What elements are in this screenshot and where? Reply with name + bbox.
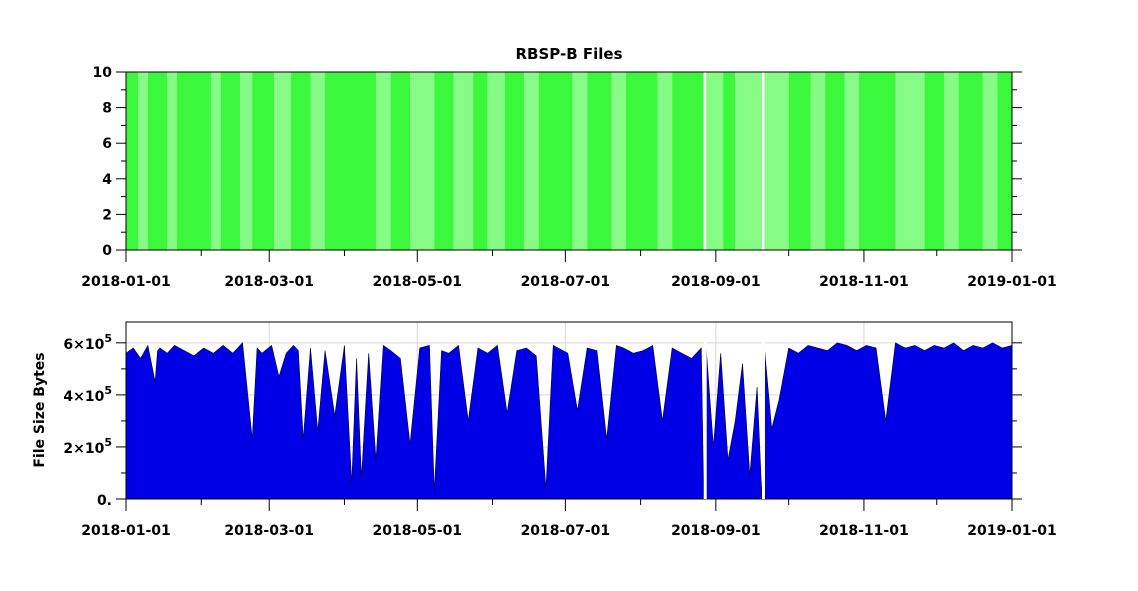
coverage-segment xyxy=(982,72,998,250)
x-tick-label: 2018-01-01 xyxy=(81,274,171,290)
y-tick-label: 8 xyxy=(102,101,112,117)
coverage-segment xyxy=(147,72,168,250)
coverage-segment xyxy=(703,72,707,250)
coverage-segment xyxy=(138,72,148,250)
top-y-axis: 0 2 4 6 8 10 xyxy=(93,65,1022,259)
x-tick-label: 2018-01-01 xyxy=(81,523,171,539)
bottom-plot-frame xyxy=(125,321,1013,500)
coverage-segment xyxy=(944,72,959,250)
x-tick-label: 2019-01-01 xyxy=(967,274,1057,290)
coverage-segment xyxy=(706,72,724,250)
y-tick-label: 2 xyxy=(102,207,112,223)
x-tick-label: 2018-11-01 xyxy=(819,523,909,539)
coverage-segment xyxy=(958,72,983,250)
y-tick-label: 6 xyxy=(102,136,112,152)
coverage-segment xyxy=(240,72,253,250)
y-tick-label: 6×105 xyxy=(63,332,112,353)
coverage-segment xyxy=(672,72,704,250)
coverage-segment xyxy=(167,72,177,250)
x-tick-label: 2018-07-01 xyxy=(521,523,611,539)
coverage-segment xyxy=(220,72,241,250)
data-gap xyxy=(761,323,765,499)
coverage-segment xyxy=(274,72,292,250)
x-tick-label: 2018-07-01 xyxy=(521,274,611,290)
file-coverage-bars xyxy=(126,72,1012,250)
coverage-segment xyxy=(524,72,539,250)
files-panel: RBSP-B Files 0 2 4 6 8 10 2018-01-01 2018-03-0… xyxy=(81,45,1057,290)
file-size-area xyxy=(125,342,1013,500)
coverage-segment xyxy=(210,72,221,250)
coverage-segment xyxy=(538,72,573,250)
coverage-segment xyxy=(504,72,525,250)
coverage-segment xyxy=(176,72,211,250)
x-tick-label: 2018-11-01 xyxy=(819,274,909,290)
coverage-segment xyxy=(788,72,811,250)
y-tick-label: 4×105 xyxy=(63,384,112,405)
y-axis-label: File Size Bytes xyxy=(32,352,48,467)
coverage-segment xyxy=(626,72,658,250)
coverage-segment xyxy=(410,72,435,250)
coverage-segment xyxy=(611,72,627,250)
coverage-segment xyxy=(844,72,860,250)
x-tick-label: 2018-09-01 xyxy=(671,523,761,539)
x-tick-label: 2018-05-01 xyxy=(373,523,463,539)
coverage-segment xyxy=(764,72,789,250)
x-tick-label: 2018-03-01 xyxy=(224,274,314,290)
coverage-segment xyxy=(390,72,411,250)
coverage-segment xyxy=(487,72,505,250)
y-tick-label: 4 xyxy=(102,172,112,188)
coverage-segment xyxy=(572,72,588,250)
data-gap xyxy=(703,323,707,499)
coverage-segment xyxy=(657,72,673,250)
coverage-segment xyxy=(825,72,845,250)
chart-title: RBSP-B Files xyxy=(515,45,622,63)
coverage-segment xyxy=(735,72,762,250)
y-tick-label: 0. xyxy=(97,493,112,509)
coverage-segment xyxy=(291,72,311,250)
y-tick-label: 10 xyxy=(93,65,113,81)
bottom-x-axis: 2018-01-01 2018-03-01 2018-05-01 2018-07-01… xyxy=(81,499,1057,539)
coverage-segment xyxy=(376,72,391,250)
x-tick-label: 2019-01-01 xyxy=(967,523,1057,539)
coverage-segment xyxy=(723,72,736,250)
coverage-segment xyxy=(473,72,488,250)
y-tick-label: 0 xyxy=(102,243,112,259)
coverage-segment xyxy=(761,72,765,250)
coverage-segment xyxy=(587,72,612,250)
y-tick-label: 2×105 xyxy=(63,436,112,457)
x-tick-label: 2018-05-01 xyxy=(373,274,463,290)
coverage-segment xyxy=(997,72,1012,250)
x-tick-label: 2018-03-01 xyxy=(224,523,314,539)
coverage-segment xyxy=(810,72,826,250)
coverage-segment xyxy=(310,72,326,250)
bottom-y-axis: 0. 2×105 4×105 6×105 xyxy=(63,332,1022,509)
coverage-segment xyxy=(453,72,474,250)
coverage-segment xyxy=(859,72,896,250)
coverage-segment xyxy=(325,72,377,250)
x-tick-label: 2018-09-01 xyxy=(671,274,761,290)
coverage-segment xyxy=(252,72,275,250)
coverage-segment xyxy=(434,72,454,250)
top-x-axis: 2018-01-01 2018-03-01 2018-05-01 2018-07-01… xyxy=(81,250,1057,290)
coverage-segment xyxy=(126,72,139,250)
coverage-segment xyxy=(895,72,925,250)
coverage-segment xyxy=(924,72,945,250)
